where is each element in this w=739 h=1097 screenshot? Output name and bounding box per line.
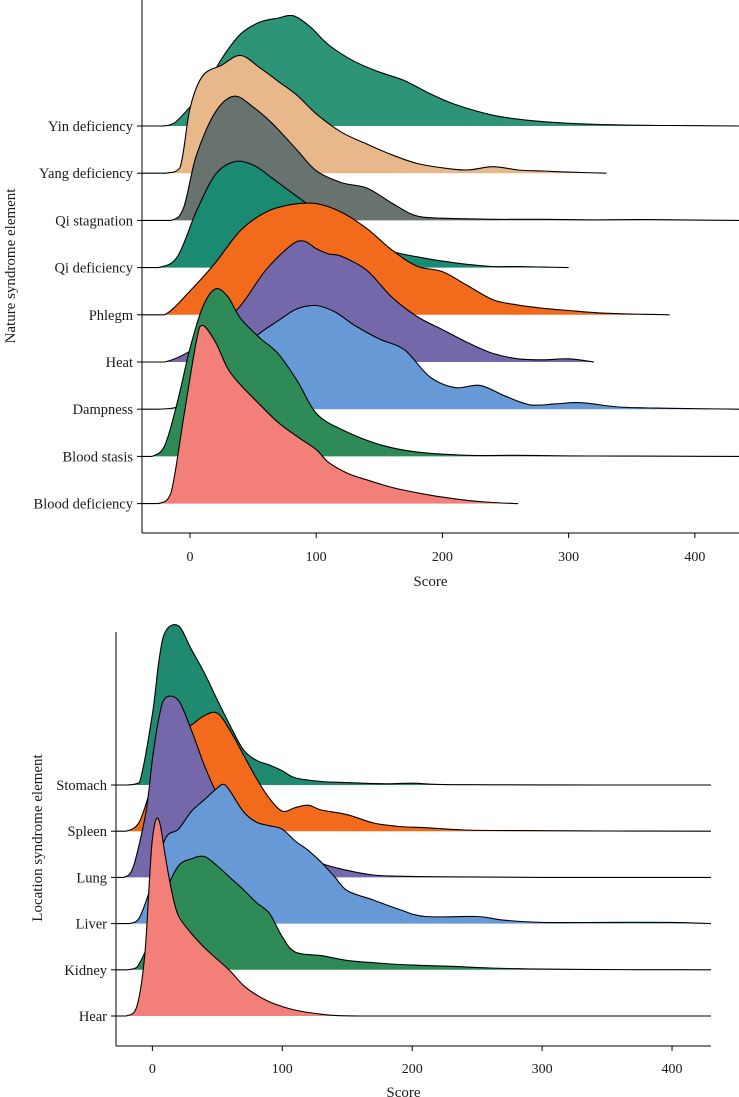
location-category-label: Stomach: [56, 778, 107, 794]
location-category-label: Kidney: [64, 963, 107, 979]
nature-category-label: Yang deficiency: [39, 166, 134, 182]
nature-category-label: Heat: [106, 355, 133, 371]
nature-category-label: Qi deficiency: [54, 261, 133, 277]
location-x-tick-label: 400: [662, 1062, 683, 1077]
nature-x-tick-label: 100: [306, 550, 327, 565]
location-category-label: Lung: [76, 870, 107, 886]
nature-y-axis-title: Nature syndrome element: [3, 188, 19, 344]
nature-ridgeline-panel: Yin deficiency Yang deficiency Qi stagnati…: [3, 0, 739, 590]
location-ridge-outline-stomach: [115, 624, 711, 786]
nature-ridge-outline-blood-deficiency: [142, 324, 519, 505]
nature-x-axis-title: Score: [413, 574, 447, 590]
location-ridge-hear: [116, 817, 711, 1016]
location-x-axis-title: Score: [386, 1085, 420, 1097]
nature-category-label: Yin deficiency: [48, 119, 134, 135]
location-category-label: Spleen: [68, 824, 108, 840]
location-ridge-spleen: [116, 712, 711, 832]
location-ridge-outline-liver: [116, 783, 712, 925]
location-x-tick-label: 300: [532, 1062, 553, 1077]
location-x-tick-label: 200: [402, 1062, 423, 1077]
nature-ridge-outline-qi-stagnation: [142, 95, 739, 221]
nature-category-label: Dampness: [73, 402, 134, 418]
nature-ridge-heat: [142, 240, 594, 362]
nature-x-tick-label: 200: [432, 550, 453, 565]
nature-x-tick-label: 400: [684, 550, 705, 565]
location-ridge-liver: [116, 784, 711, 924]
location-y-axis-title: Location syndrome element: [30, 753, 46, 921]
nature-category-label: Blood deficiency: [34, 497, 134, 513]
nature-category-label: Phlegm: [89, 308, 134, 324]
nature-ridge-outline-phlegm: [142, 202, 670, 316]
location-category-label: Liver: [76, 917, 108, 933]
location-ridgeline-panel: Stomach Spleen Lung Liver Kidney Hear 0 100 200…: [30, 624, 712, 1097]
nature-ridge-blood-deficiency: [142, 325, 519, 504]
location-ridge-outline-hear: [116, 817, 711, 1017]
nature-x-tick-label: 0: [186, 550, 193, 565]
nature-ridge-outline-yang-deficiency: [142, 54, 607, 174]
location-x-tick-label: 0: [149, 1062, 156, 1077]
nature-x-tick-label: 300: [558, 550, 579, 565]
location-x-tick-label: 100: [272, 1062, 293, 1077]
nature-ridge-blood-stasis: [142, 288, 739, 457]
location-category-label: Hear: [79, 1009, 107, 1025]
nature-ridge-outline-blood-stasis: [142, 288, 739, 457]
location-ridge-kidney: [116, 856, 711, 970]
nature-category-label: Qi stagnation: [55, 213, 133, 229]
nature-category-label: Blood stasis: [63, 449, 134, 465]
nature-ridge-qi-stagnation: [142, 96, 739, 221]
